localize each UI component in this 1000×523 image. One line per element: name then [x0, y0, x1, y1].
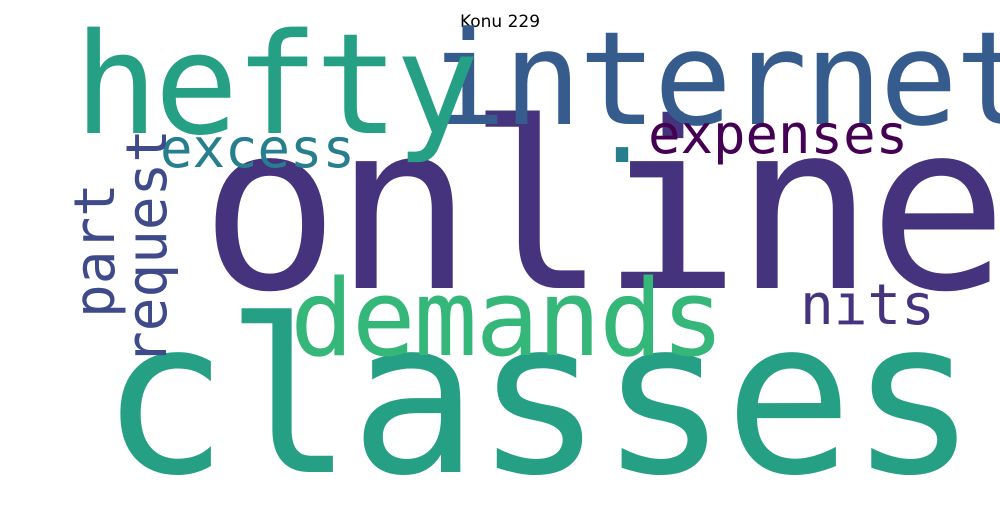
word-classes: classes: [100, 274, 978, 523]
word-dot: .: [592, 69, 653, 186]
word-nits: nits: [800, 273, 935, 338]
word-online: online: [200, 73, 1000, 343]
word-excess: excess: [160, 117, 356, 180]
word-internet: internet: [428, 3, 1000, 155]
word-demands: demands: [290, 257, 725, 380]
word-cloud: online classes internet hefty demands ex…: [63, 3, 1000, 506]
chart-title: Konu 229: [459, 12, 541, 32]
word-expenses: expenses: [648, 103, 909, 166]
word-request: request: [115, 128, 180, 365]
word-hefty: hefty: [74, 4, 479, 167]
